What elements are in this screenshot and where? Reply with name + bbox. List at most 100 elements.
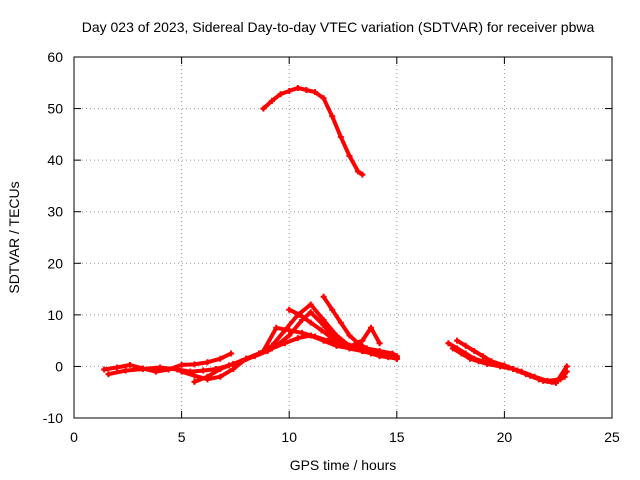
data-point [281,340,288,347]
data-point [337,319,344,326]
data-point [346,343,353,350]
data-point [320,317,327,324]
x-tick-labels: 0 5 10 15 20 25 [70,429,620,445]
data-point [277,91,284,98]
data-point [204,359,211,366]
data-point [372,347,379,354]
data-point [191,378,198,385]
chart-title: Day 023 of 2023, Sidereal Day-to-day VTE… [82,19,595,35]
data-point [333,332,340,339]
x-tick-label: 25 [604,429,620,445]
data-point [376,340,383,347]
y-tick-label: 30 [47,204,63,220]
data-point [191,372,198,379]
data-point [260,347,267,354]
y-tick-labels: -10 0 10 20 30 40 50 60 [43,49,63,426]
data-point [307,332,314,339]
data-point [540,377,547,384]
data-point [329,306,336,313]
data-point [174,366,181,373]
data-point [228,350,235,357]
data-point [458,350,465,357]
data-point [294,84,301,91]
data-point [230,360,237,367]
data-point [346,153,353,160]
data-point [139,366,146,373]
data-point [286,327,293,334]
data-point [355,168,362,175]
data-point [389,353,396,360]
data-point [307,309,314,316]
data-point [191,361,198,368]
data-point [359,171,366,178]
data-point [329,335,336,342]
data-point [337,133,344,140]
data-point [268,97,275,104]
data-point [320,337,327,344]
data-point [178,368,185,375]
x-axis-label: GPS time / hours [290,457,397,473]
data-point [243,355,250,362]
data-point [286,306,293,313]
data-point [329,113,336,120]
data-point [101,366,108,373]
data-point [312,89,319,96]
data-point [462,342,469,349]
plot-frame [73,56,613,419]
data-point [514,367,521,374]
x-tick-label: 15 [389,429,405,445]
data-point [553,379,560,386]
data-point [268,345,275,352]
data-point [393,355,400,362]
y-tick-label: 0 [55,358,63,374]
data-point [466,355,473,362]
data-point [363,345,370,352]
data-point [303,87,310,94]
data-point [527,372,534,379]
data-point [367,324,374,331]
series-line [261,85,365,177]
tick-marks [73,56,613,419]
series-layer [101,84,570,386]
y-tick-label: -10 [43,410,63,426]
y-tick-label: 50 [47,101,63,117]
x-tick-label: 0 [70,429,78,445]
series-track-h [307,324,383,350]
data-point [501,362,508,369]
y-tick-label: 20 [47,255,63,271]
data-point [260,105,267,112]
data-point [230,366,237,373]
x-tick-label: 10 [281,429,297,445]
data-point [204,373,211,380]
data-point [256,350,263,357]
y-tick-label: 60 [47,49,63,65]
data-point [307,319,314,326]
data-point [475,358,482,365]
series-track-k [454,337,570,386]
data-point [286,332,293,339]
data-point [479,353,486,360]
x-tick-label: 5 [178,429,186,445]
data-point [294,335,301,342]
data-point [484,360,491,367]
data-point [320,293,327,300]
data-point [217,355,224,362]
data-point [307,301,314,308]
data-point [114,364,121,371]
y-tick-label: 40 [47,152,63,168]
series-high-arc [260,84,366,178]
data-point [178,361,185,368]
data-point [273,324,280,331]
series-line [446,341,569,383]
grid-lines [74,57,612,418]
data-point [286,88,293,95]
data-point [320,95,327,102]
data-point [217,373,224,380]
data-point [346,332,353,339]
data-point [122,367,129,374]
data-point [318,327,325,334]
data-point [333,342,340,349]
data-point [296,311,303,318]
data-point [105,371,112,378]
